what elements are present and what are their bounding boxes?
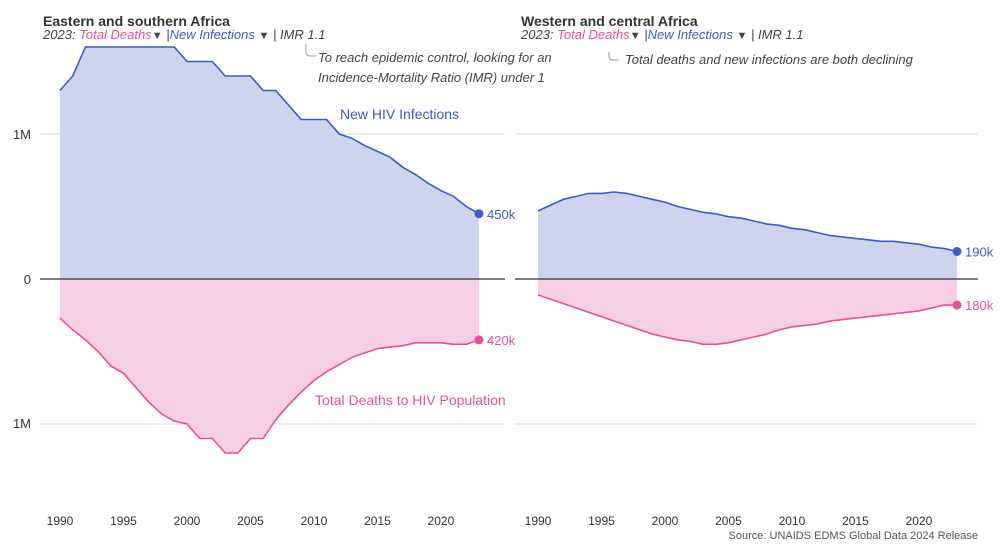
separator: | [644, 27, 648, 42]
x-tick-label: 2005 [715, 514, 742, 528]
down-arrow-icon: ▼ [736, 30, 748, 42]
infections-line [59, 46, 480, 215]
x-tick-label: 2000 [174, 514, 201, 528]
y-tick-label: 0 [24, 272, 31, 287]
deaths-series-label: Total Deaths to HIV Population [315, 392, 506, 408]
year-label: 2023: [521, 27, 554, 42]
deaths-legend: Total Deaths [79, 27, 152, 42]
left-panel-title: Eastern and southern Africa [43, 13, 230, 29]
right-panel-subtitle: 2023: Total Deaths▼ |New Infections ▼ | … [521, 27, 804, 42]
x-tick-label: 1990 [525, 514, 552, 528]
x-tick-label: 2000 [652, 514, 679, 528]
infections-end-label: 190k [965, 244, 994, 259]
x-tick-label: 1995 [588, 514, 615, 528]
x-tick-label: 2015 [842, 514, 869, 528]
deaths-end-label: 420k [487, 333, 516, 348]
down-arrow-icon: ▼ [629, 30, 641, 42]
infections-legend: New Infections [169, 27, 255, 42]
down-arrow-icon: ▼ [258, 30, 270, 42]
deaths-end-point [952, 300, 962, 310]
deaths-line [59, 317, 480, 454]
infections-end-point [474, 209, 484, 219]
y-tick-label: 1M [13, 127, 31, 142]
annotation-arrow-icon [305, 44, 316, 57]
annotation-arrow-icon [608, 52, 619, 61]
down-arrow-icon: ▼ [151, 30, 163, 42]
deaths-end-point [474, 335, 484, 345]
infections-end-label: 450k [487, 207, 516, 222]
x-tick-label: 2010 [301, 514, 328, 528]
y-tick-label: 1M [13, 416, 31, 431]
source-note: Source: UNAIDS EDMS Global Data 2024 Rel… [728, 530, 978, 542]
x-tick-label: 1995 [110, 514, 137, 528]
deaths-area [60, 279, 479, 453]
infections-series-label: New HIV Infections [340, 106, 459, 122]
year-label: 2023: [43, 27, 76, 42]
x-tick-label: 2015 [364, 514, 391, 528]
infections-line [537, 191, 958, 253]
x-tick-label: 2005 [237, 514, 264, 528]
infections-area [538, 192, 957, 279]
deaths-area [538, 279, 957, 345]
imr-label: | IMR 1.1 [273, 27, 326, 42]
right-panel-title: Western and central Africa [521, 13, 698, 29]
deaths-end-label: 180k [965, 298, 994, 313]
imr-label: | IMR 1.1 [751, 27, 804, 42]
right-annotation: Total deaths and new infections are both… [625, 52, 913, 67]
left-panel-subtitle: 2023: Total Deaths▼ |New Infections ▼ | … [43, 27, 326, 42]
x-tick-label: 2020 [428, 514, 455, 528]
infections-area [60, 47, 479, 279]
x-tick-label: 1990 [47, 514, 74, 528]
left-annotation: To reach epidemic control, looking for a… [318, 50, 552, 85]
infections-end-point [952, 246, 962, 256]
x-tick-label: 2010 [779, 514, 806, 528]
infections-legend: New Infections [647, 27, 733, 42]
separator: | [166, 27, 170, 42]
deaths-line [537, 294, 957, 346]
x-tick-label: 2020 [906, 514, 933, 528]
deaths-legend: Total Deaths [557, 27, 630, 42]
